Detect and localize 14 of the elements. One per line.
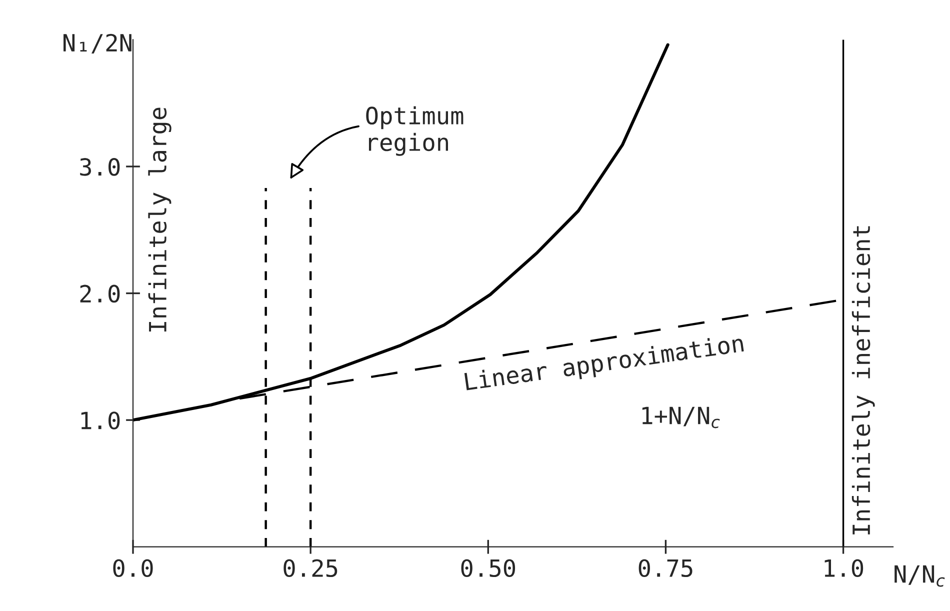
x-tick-label: 1.0 — [824, 559, 864, 578]
x-tick-label: 0.50 — [461, 559, 516, 578]
annotation: 1+N/N$_{c}$ — [642, 406, 720, 428]
y-tick-label: 1.0 — [81, 412, 120, 430]
annotation: Optimum region — [366, 106, 464, 156]
annotation: Infinitely large — [148, 108, 172, 332]
y-tick-label: 2.0 — [80, 284, 120, 303]
x-tick-label: 0.0 — [113, 559, 153, 578]
x-tick-label: 0.25 — [284, 559, 338, 578]
ref-line-label: Infinitely inefficient — [852, 226, 875, 534]
x-axis-title: N/N$_{c}$ — [894, 565, 945, 587]
y-tick-label: 3.0 — [80, 158, 120, 176]
x-tick-label: 0.75 — [638, 559, 692, 578]
y-axis-title: N₁/2N — [64, 34, 132, 54]
